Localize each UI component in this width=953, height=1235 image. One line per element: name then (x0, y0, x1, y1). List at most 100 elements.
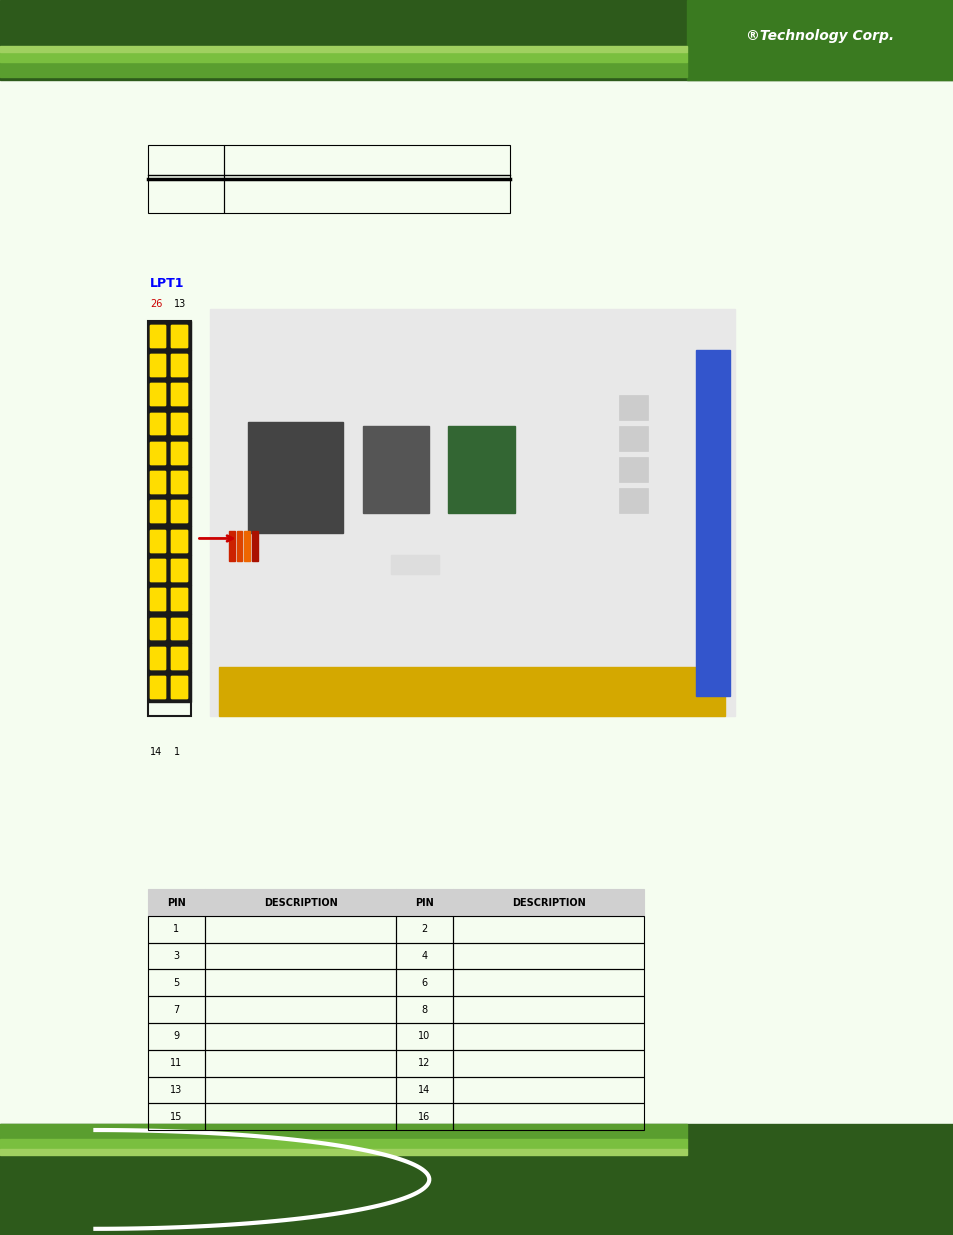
Bar (0, 52, 686, 62)
Text: 7: 7 (173, 1004, 179, 1015)
Bar (362, 426, 429, 513)
Bar (686, 0, 953, 80)
Bar (0, 1124, 686, 1139)
Text: 16: 16 (418, 1112, 430, 1121)
Bar (205, 1103, 395, 1130)
Bar (395, 1103, 453, 1130)
Bar (172, 442, 187, 464)
Bar (395, 942, 453, 969)
Bar (150, 325, 165, 347)
Bar (148, 1077, 205, 1103)
Text: 8: 8 (421, 1004, 427, 1015)
Text: 3: 3 (173, 951, 179, 961)
Bar (172, 588, 187, 610)
Bar (453, 916, 643, 942)
Bar (148, 351, 191, 379)
Bar (618, 395, 647, 420)
Bar (453, 969, 643, 997)
Text: 2: 2 (421, 924, 427, 935)
Bar (148, 584, 191, 614)
Bar (172, 500, 187, 522)
Bar (252, 531, 257, 562)
Bar (395, 889, 453, 916)
Bar (150, 647, 165, 668)
Bar (172, 354, 187, 375)
Text: 6: 6 (421, 978, 427, 988)
Text: 1: 1 (173, 747, 179, 757)
Bar (205, 889, 395, 916)
Bar (148, 643, 191, 672)
Bar (236, 531, 242, 562)
Bar (0, 46, 686, 52)
Text: LPT1: LPT1 (150, 277, 184, 290)
Bar (150, 676, 165, 698)
Bar (150, 325, 165, 347)
Bar (205, 969, 395, 997)
Bar (150, 442, 165, 464)
Bar (172, 559, 187, 580)
Bar (150, 383, 165, 405)
Bar (453, 997, 643, 1023)
Bar (172, 530, 187, 552)
Bar (172, 472, 187, 493)
Bar (150, 559, 165, 580)
Bar (205, 916, 395, 942)
Text: PIN: PIN (167, 898, 186, 908)
Bar (224, 179, 510, 214)
Bar (395, 1077, 453, 1103)
Bar (148, 942, 205, 969)
Bar (148, 889, 205, 916)
Bar (148, 672, 191, 701)
Bar (150, 530, 165, 552)
Bar (150, 500, 165, 522)
Text: 4: 4 (421, 951, 427, 961)
Text: 1: 1 (173, 924, 179, 935)
Bar (148, 1103, 205, 1130)
Bar (148, 379, 191, 409)
Bar (0, 1149, 686, 1155)
Bar (453, 942, 643, 969)
Bar (205, 1050, 395, 1077)
Bar (148, 146, 224, 179)
Bar (395, 1050, 453, 1077)
Text: ®Technology Corp.: ®Technology Corp. (745, 30, 894, 43)
Bar (148, 556, 191, 584)
Text: 13: 13 (171, 1084, 182, 1095)
Bar (150, 618, 165, 640)
Bar (150, 618, 165, 640)
Bar (150, 588, 165, 610)
Text: 26: 26 (150, 299, 162, 309)
Bar (172, 530, 187, 552)
Bar (172, 472, 187, 493)
Bar (172, 442, 187, 464)
Bar (248, 422, 343, 534)
Bar (148, 496, 191, 526)
Bar (150, 559, 165, 580)
Bar (150, 472, 165, 493)
Bar (150, 500, 165, 522)
Bar (453, 1103, 643, 1130)
Bar (0, 0, 953, 80)
Bar (172, 588, 187, 610)
Bar (395, 997, 453, 1023)
Bar (0, 62, 686, 77)
Bar (172, 412, 187, 435)
Text: 10: 10 (418, 1031, 430, 1041)
Bar (205, 1077, 395, 1103)
Bar (172, 559, 187, 580)
Bar (148, 969, 205, 997)
Bar (148, 321, 191, 351)
Text: DESCRIPTION: DESCRIPTION (511, 898, 585, 908)
Bar (150, 354, 165, 375)
Text: 5: 5 (173, 978, 179, 988)
Bar (148, 916, 205, 942)
Bar (229, 531, 234, 562)
Bar (453, 1023, 643, 1050)
Bar (172, 383, 187, 405)
Bar (150, 354, 165, 375)
Bar (172, 325, 187, 347)
Bar (453, 1077, 643, 1103)
Bar (453, 889, 643, 916)
Bar (172, 647, 187, 668)
Bar (148, 1050, 205, 1077)
